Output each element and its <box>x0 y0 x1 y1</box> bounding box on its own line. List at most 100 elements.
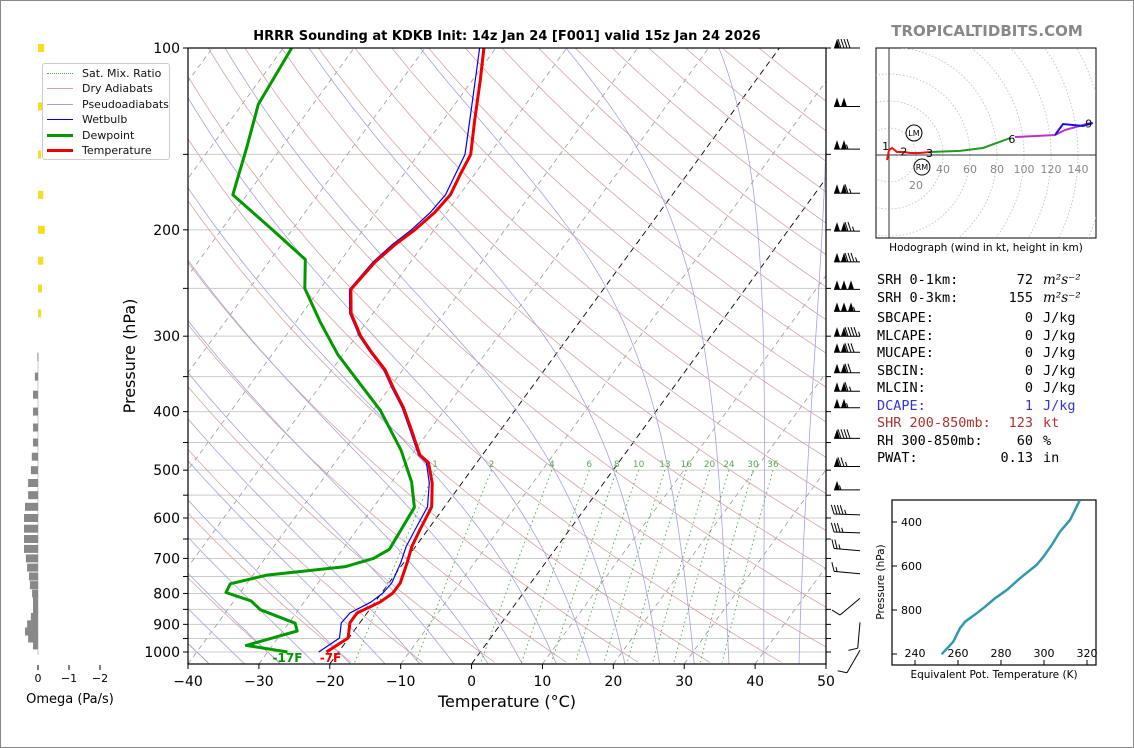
isotherm <box>258 48 709 664</box>
legend-item-dry-adiabats: Dry Adiabats <box>47 82 153 96</box>
dry-adiabat <box>317 48 826 495</box>
barb-full <box>847 252 852 263</box>
omega-x-label: Omega (Pa/s) <box>26 692 114 707</box>
barb-half <box>841 527 844 533</box>
x-tick-label: −40 <box>173 674 203 690</box>
theta-e-line <box>940 500 1082 656</box>
pseudoadiabat <box>308 48 660 664</box>
legend-label: Wetbulb <box>82 113 128 126</box>
storm-motion-label: LM <box>908 129 919 138</box>
barb-flag <box>841 252 847 262</box>
barb-full <box>846 38 851 49</box>
barb-full <box>850 327 855 337</box>
pseudoadiabat <box>188 259 523 664</box>
y-tick-label: 1000 <box>144 645 180 661</box>
barb-flag <box>841 222 847 232</box>
mixing-ratio-line <box>652 470 710 663</box>
omega-bar <box>33 407 38 416</box>
x-tick-label: 40 <box>746 674 764 690</box>
barb-flag <box>834 302 840 312</box>
omega-bar <box>25 554 38 563</box>
barb-full <box>833 504 838 515</box>
barb-full <box>844 343 849 353</box>
index-value: 0 <box>1024 345 1033 361</box>
index-unit: J/kg <box>1043 362 1076 379</box>
dry-adiabat <box>188 261 639 663</box>
x-tick-label: −30 <box>244 674 274 690</box>
barb-full <box>844 327 849 337</box>
hodograph-ring-label: 60 <box>963 163 977 176</box>
barb-full <box>850 343 855 353</box>
index-unit: % <box>1043 432 1052 449</box>
pseudoadiabat <box>188 97 591 664</box>
y-tick-label: 700 <box>153 551 180 567</box>
pseudoadiabat <box>188 499 351 664</box>
wind-barb <box>834 363 860 374</box>
index-value: 0 <box>1024 380 1033 396</box>
barb-flag <box>834 398 840 408</box>
barb-half <box>853 306 856 312</box>
omega-bar <box>33 390 38 399</box>
omega-x-tick-label: 0 <box>35 672 42 685</box>
theta-e-x-tick-label: 260 <box>948 647 969 660</box>
skewt-profiles <box>224 48 486 654</box>
wind-barb <box>834 252 860 263</box>
omega-bar <box>28 479 38 487</box>
hodograph-ring-label: 100 <box>1014 163 1035 176</box>
barb-flag <box>834 343 840 353</box>
dry-adiabat <box>188 448 424 663</box>
barb-flag <box>834 39 840 48</box>
barb-full <box>846 429 851 439</box>
index-value: 155 <box>1008 289 1033 306</box>
legend-item-sat-mix-ratio: Sat. Mix. Ratio <box>47 66 161 80</box>
pseudoadiabat <box>798 126 826 664</box>
chart-title: HRRR Sounding at KDKB Init: 14z Jan 24 [… <box>253 29 760 44</box>
dry-adiabat <box>354 48 826 458</box>
barb-full <box>844 252 849 263</box>
omega-bar <box>25 502 38 511</box>
legend-label: Temperature <box>82 144 152 157</box>
index-value: 0 <box>1024 362 1033 379</box>
omega-bar <box>38 102 45 111</box>
hodograph-ring-label: 20 <box>909 179 923 192</box>
barb-flag <box>841 382 847 392</box>
barb-flag <box>841 140 847 150</box>
index-label: PWAT: <box>877 450 918 466</box>
omega-plot: 0 −1 −2 Omega (Pa/s) <box>24 44 114 707</box>
y-tick-label: 900 <box>153 617 180 633</box>
barb-full <box>831 539 835 549</box>
omega-bar <box>31 452 38 461</box>
index-value: 0.13 <box>1000 450 1033 466</box>
legend-swatch <box>47 88 73 89</box>
wind-barb <box>834 382 860 392</box>
theta-e-y-tick-label: 600 <box>901 560 922 573</box>
mixing-ratio-line <box>626 470 687 663</box>
isotherm <box>188 48 497 471</box>
mixing-ratio-label: 20 <box>704 460 716 470</box>
mixing-ratio-line <box>673 470 730 663</box>
index-unit: kt <box>1043 415 1060 431</box>
x-tick-label: 50 <box>817 674 835 690</box>
wind-barb <box>834 97 860 107</box>
theta-e-y-label: Pressure (hPa) <box>875 544 887 619</box>
barb-full <box>844 382 849 392</box>
hodograph-height-label: 3 <box>926 147 933 160</box>
mixing-ratio-line <box>521 470 590 663</box>
barb-flag <box>834 140 840 150</box>
x-tick-label: 20 <box>604 674 622 690</box>
barb-full <box>847 363 852 373</box>
barb-full <box>843 38 848 49</box>
mixing-ratio-label: 10 <box>633 460 645 470</box>
mixing-ratio-line <box>574 470 640 663</box>
hodograph-ring-label: 80 <box>990 163 1004 176</box>
barb-full <box>830 522 835 533</box>
hodograph-ring-label: 120 <box>1041 163 1062 176</box>
legend-swatch <box>47 133 73 137</box>
index-label: SRH 0-1km: <box>877 272 959 288</box>
pseudoadiabat <box>188 607 245 664</box>
theta-e-y-tick-label: 400 <box>901 516 922 529</box>
omega-bar <box>38 256 44 265</box>
mixing-ratio-line <box>699 470 754 663</box>
dry-adiabat <box>188 323 567 663</box>
